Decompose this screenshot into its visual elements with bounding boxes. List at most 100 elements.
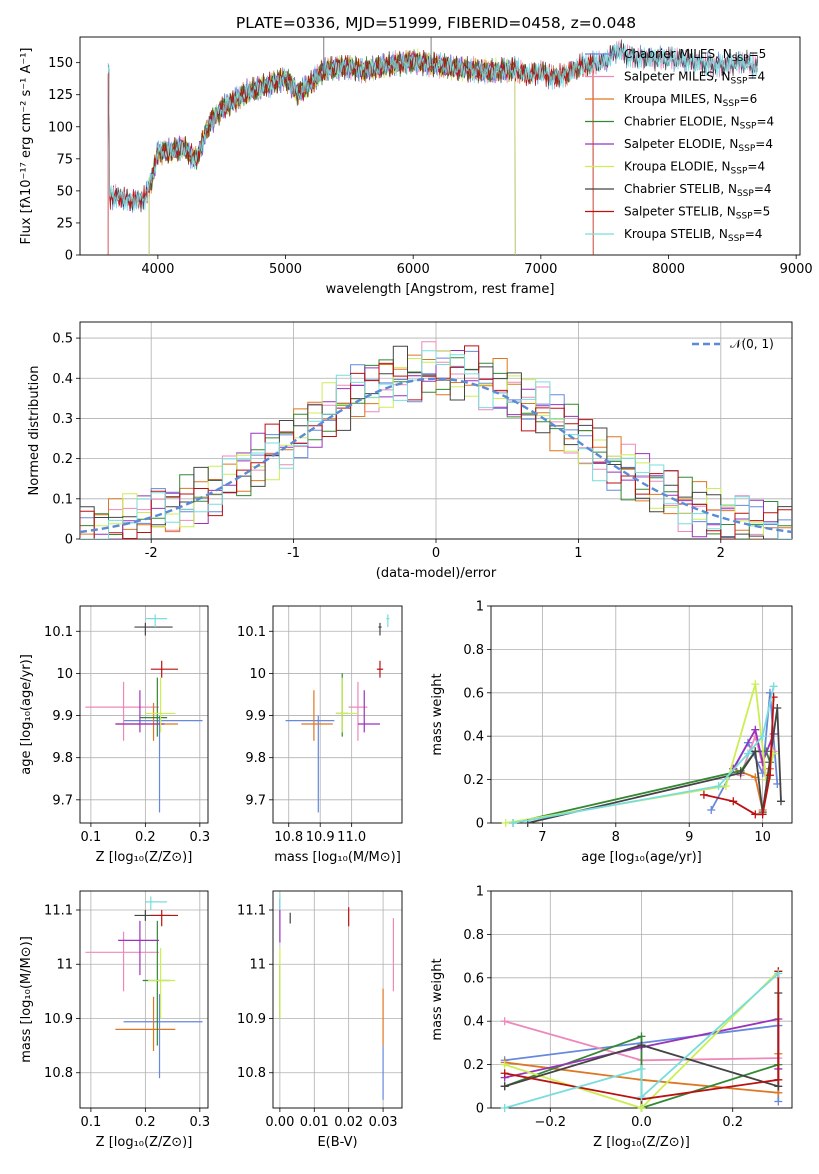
- y-tick-label: 0: [65, 249, 73, 264]
- x-tick-label: 11.0: [337, 830, 366, 845]
- y-tick-label: 0.3: [52, 412, 73, 427]
- y-tick-label: 125: [48, 88, 73, 103]
- x-tick-label: 0.0: [631, 1115, 652, 1130]
- x-tick-label: 0.01: [300, 1115, 329, 1130]
- data-point-marker: [509, 819, 518, 827]
- legend-subscript: SSP: [736, 212, 753, 222]
- x-tick-label: 2: [717, 546, 725, 561]
- legend-subscript: SSP: [731, 77, 748, 87]
- y-axis-label: mass [log₁₀(M/M⊙)]: [19, 936, 34, 1063]
- residual-histogram-panel: -2 -1 0 1 2 0 0.1 0.2 0.3 0.4 0.5 (data-model)/erro…: [27, 321, 793, 581]
- histogram-series: [80, 350, 792, 539]
- data-point-marker: [500, 1017, 509, 1026]
- legend-subscript: SSP: [732, 54, 749, 64]
- x-tick-label: 0.00: [265, 1115, 294, 1130]
- y-tick-label: 0.4: [52, 372, 73, 387]
- x-tick-label: 0.03: [369, 1115, 398, 1130]
- y-tick-label: 9.7: [245, 793, 266, 808]
- x-axis-label: Z [log₁₀(Z/Z⊙)]: [96, 850, 193, 865]
- axes-frame: [79, 605, 209, 824]
- series-line: [527, 707, 782, 823]
- data-point-marker: [751, 810, 760, 819]
- x-tick-label: 0.1: [81, 1115, 102, 1130]
- y-tick-label: 0.6: [463, 971, 484, 986]
- y-tick-label: 100: [48, 120, 73, 135]
- y-axis-label: mass weight: [430, 673, 445, 755]
- x-tick-label: 0.2: [135, 830, 156, 845]
- legend-count: =4: [756, 115, 774, 129]
- data-point-marker: [707, 805, 716, 814]
- histogram-series: [80, 350, 792, 539]
- legend-prefix: Salpeter ELODIE, N: [624, 137, 738, 151]
- x-tick-label: 0.1: [81, 830, 102, 845]
- legend-subscript: SSP: [740, 122, 757, 132]
- series-line: [504, 970, 779, 1108]
- spectrum-line: [107, 49, 594, 255]
- data-point-marker: [751, 725, 760, 734]
- data-point-marker: [774, 1075, 783, 1084]
- mass-weight-vs-age-panel: 7 8 9 10 0 0.2 0.4 0.6 0.8 1 age [log₁₀(age/yr)] ma…: [430, 600, 793, 865]
- y-axis-label: mass weight: [430, 958, 445, 1040]
- legend-prefix: Kroupa MILES, N: [624, 92, 723, 106]
- x-tick-label: 1: [574, 546, 582, 561]
- legend-entry: Salpeter STELIB, NSSP=5: [624, 205, 770, 222]
- data-point-marker: [758, 758, 767, 767]
- spectrum-panel: 4000 5000 6000 7000 8000 9000 0 25 50 75 100 125 150…: [19, 36, 813, 297]
- y-tick-label: 0: [476, 817, 484, 832]
- x-axis-label: mass [log₁₀(M/M⊙)]: [274, 850, 401, 865]
- data-point-marker: [500, 1069, 509, 1078]
- y-tick-label: 0.1: [52, 492, 73, 507]
- x-tick-label: 0.02: [334, 1115, 363, 1130]
- legend-entry: Chabrier ELODIE, NSSP=4: [624, 115, 774, 132]
- x-axis-label: E(B-V): [317, 1135, 357, 1150]
- x-tick-label: 0.2: [135, 1115, 156, 1130]
- x-tick-label: -2: [145, 546, 158, 561]
- series-line: [732, 727, 775, 770]
- data-point-marker: [743, 749, 752, 758]
- legend-entry: Kroupa MILES, NSSP=6: [624, 92, 757, 109]
- y-tick-label: 9.8: [245, 751, 266, 766]
- y-tick-label: 10.1: [44, 625, 73, 640]
- y-tick-label: 0.5: [52, 332, 73, 347]
- legend-prefix: Chabrier ELODIE, N: [624, 115, 740, 129]
- y-tick-label: 0.4: [463, 1015, 484, 1030]
- legend-subscript: SSP: [738, 144, 755, 154]
- x-tick-label: -1: [287, 546, 300, 561]
- data-point-marker: [758, 732, 767, 741]
- x-tick-label: 0.3: [189, 830, 210, 845]
- legend-prefix: Chabrier MILES, N: [624, 47, 732, 61]
- spectrum-title: PLATE=0336, MJD=51999, FIBERID=0458, z=0…: [236, 14, 636, 32]
- x-tick-label: 4000: [141, 262, 174, 277]
- legend-count: =4: [755, 137, 773, 151]
- legend-prefix: Chabrier STELIB, N: [624, 182, 737, 196]
- legend-entry: Salpeter ELODIE, NSSP=4: [624, 137, 773, 154]
- data-point-marker: [637, 1032, 646, 1041]
- y-tick-label: 10.9: [44, 1012, 73, 1027]
- gaussian-curve: [79, 377, 793, 534]
- y-tick-label: 11: [249, 958, 266, 973]
- x-tick-label: 0: [432, 546, 440, 561]
- x-tick-label: 7000: [524, 262, 557, 277]
- legend-prefix: Salpeter STELIB, N: [624, 205, 736, 219]
- x-axis-label: Z [log₁₀(Z/Z⊙)]: [593, 1135, 690, 1150]
- y-axis-label: Flux [fλ10⁻¹⁷ erg cm⁻² s⁻¹ A⁻¹]: [19, 48, 34, 245]
- data-point-marker: [699, 790, 708, 799]
- y-tick-label: 9.9: [52, 709, 73, 724]
- y-tick-label: 50: [56, 184, 73, 199]
- legend-entry: Kroupa STELIB, NSSP=4: [624, 227, 762, 244]
- legend-subscript: SSP: [737, 189, 754, 199]
- x-tick-label: 10: [754, 830, 771, 845]
- data-point-marker: [500, 1104, 509, 1112]
- legend-entry: Salpeter MILES, NSSP=4: [624, 70, 765, 87]
- legend-entry: 𝒩(0, 1): [730, 337, 774, 351]
- data-point-marker: [758, 810, 767, 819]
- x-tick-label: 10.8: [274, 830, 303, 845]
- histogram-series: [80, 345, 792, 539]
- mass-vs-metallicity-panel: 0.1 0.2 0.3 10.8 10.9 11 11.1 Z [log₁₀(Z/Z⊙)] ma…: [19, 890, 210, 1150]
- x-axis-label: Z [log₁₀(Z/Z⊙)]: [96, 1135, 193, 1150]
- x-tick-label: 6000: [397, 262, 430, 277]
- data-point-marker: [637, 1104, 646, 1112]
- age-vs-metallicity-panel: 0.1 0.2 0.3 9.7 9.8 9.9 10 10.1 Z [log₁₀(Z/Z⊙)] a…: [19, 605, 210, 865]
- y-tick-label: 0.2: [463, 773, 484, 788]
- data-point-marker: [765, 771, 774, 780]
